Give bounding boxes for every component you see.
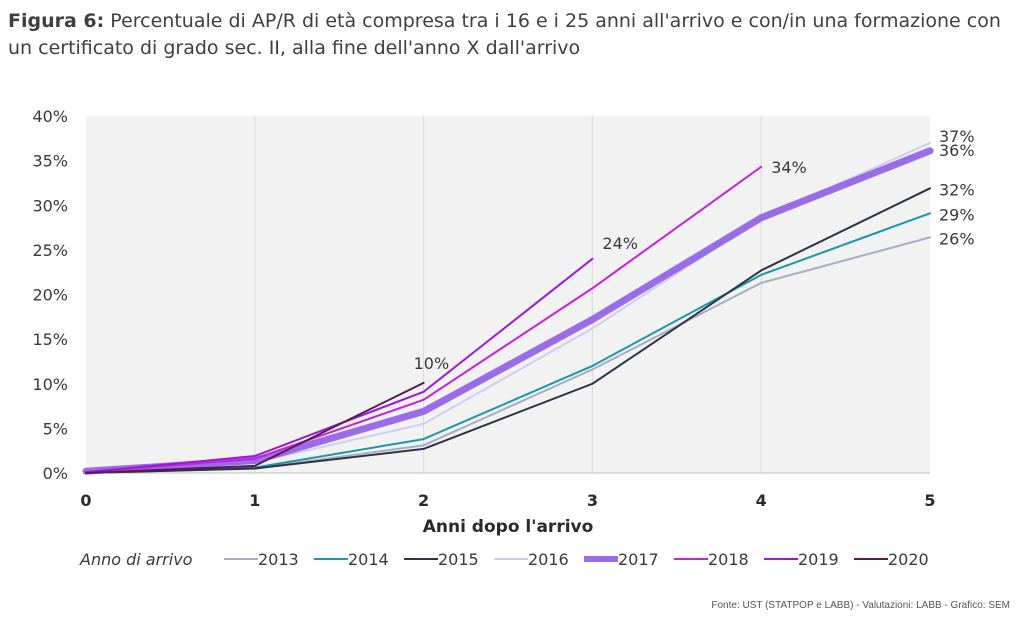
series-line-2017 [82, 147, 934, 475]
legend-label: 2013 [258, 550, 299, 569]
data-label: 29% [939, 205, 975, 224]
legend-item-2013: 2013 [224, 550, 299, 569]
plot-background [86, 116, 930, 473]
data-label: 37% [939, 127, 975, 146]
y-axis-ticks: 0% 5% 10% 15% 20% 25% 30% 35% 40% [32, 107, 68, 483]
source-note: Fonte: UST (STATPOP e LABB) - Valutazion… [711, 600, 1010, 611]
data-labels: 10% 24% 34% 37%36% 32% 29% 26% [414, 127, 975, 373]
y-tick-label: 40% [32, 107, 68, 126]
data-label: 24% [602, 234, 638, 253]
series-line-2015 [85, 187, 931, 474]
data-label: 34% [771, 158, 807, 177]
y-tick-label: 0% [43, 464, 68, 483]
legend-label: 2018 [708, 550, 749, 569]
series-line-2020 [85, 381, 425, 474]
y-tick-label: 5% [43, 419, 68, 438]
figure-label: Figura 6: [8, 10, 105, 32]
legend-item-2014: 2014 [314, 550, 389, 569]
y-tick-label: 35% [32, 152, 68, 171]
x-axis-ticks: 0 1 2 3 4 5 [80, 491, 935, 510]
y-tick-label: 25% [32, 241, 68, 260]
data-label: 32% [939, 180, 975, 199]
chart-grid [86, 116, 930, 474]
legend-label: 2020 [888, 550, 929, 569]
legend-label: 2015 [438, 550, 479, 569]
legend-item-2018: 2018 [674, 550, 749, 569]
legend-item-2016: 2016 [494, 550, 569, 569]
y-tick-label: 20% [32, 286, 68, 305]
legend: Anno di arrivo 2013 2014 2015 2016 2017 2018 20… [79, 550, 929, 569]
legend-item-2015: 2015 [404, 550, 479, 569]
legend-item-2019: 2019 [764, 550, 839, 569]
figure-title-text: Percentuale di AP/R di età compresa tra … [8, 10, 1001, 59]
legend-item-2017: 2017 [584, 550, 659, 569]
x-tick-label: 5 [924, 491, 935, 510]
series-line-2018 [85, 165, 763, 474]
series-lines [82, 141, 934, 475]
legend-item-2020: 2020 [854, 550, 929, 569]
y-tick-label: 10% [32, 375, 68, 394]
data-label: 36% [939, 141, 975, 160]
x-tick-label: 0 [80, 491, 91, 510]
x-tick-label: 2 [418, 491, 429, 510]
data-label: 26% [939, 229, 975, 248]
y-tick-label: 15% [32, 330, 68, 349]
legend-label: 2016 [528, 550, 569, 569]
x-axis-label: Anni dopo l'arrivo [423, 517, 594, 537]
legend-label: 2017 [618, 550, 659, 569]
x-tick-label: 3 [587, 491, 598, 510]
legend-title: Anno di arrivo [79, 550, 193, 569]
legend-label: 2019 [798, 550, 839, 569]
data-label: 10% [414, 354, 450, 373]
x-tick-label: 4 [756, 491, 767, 510]
legend-label: 2014 [348, 550, 389, 569]
x-tick-label: 1 [249, 491, 260, 510]
y-tick-label: 30% [32, 196, 68, 215]
figure-title: Figura 6: Percentuale di AP/R di età com… [8, 8, 1008, 62]
